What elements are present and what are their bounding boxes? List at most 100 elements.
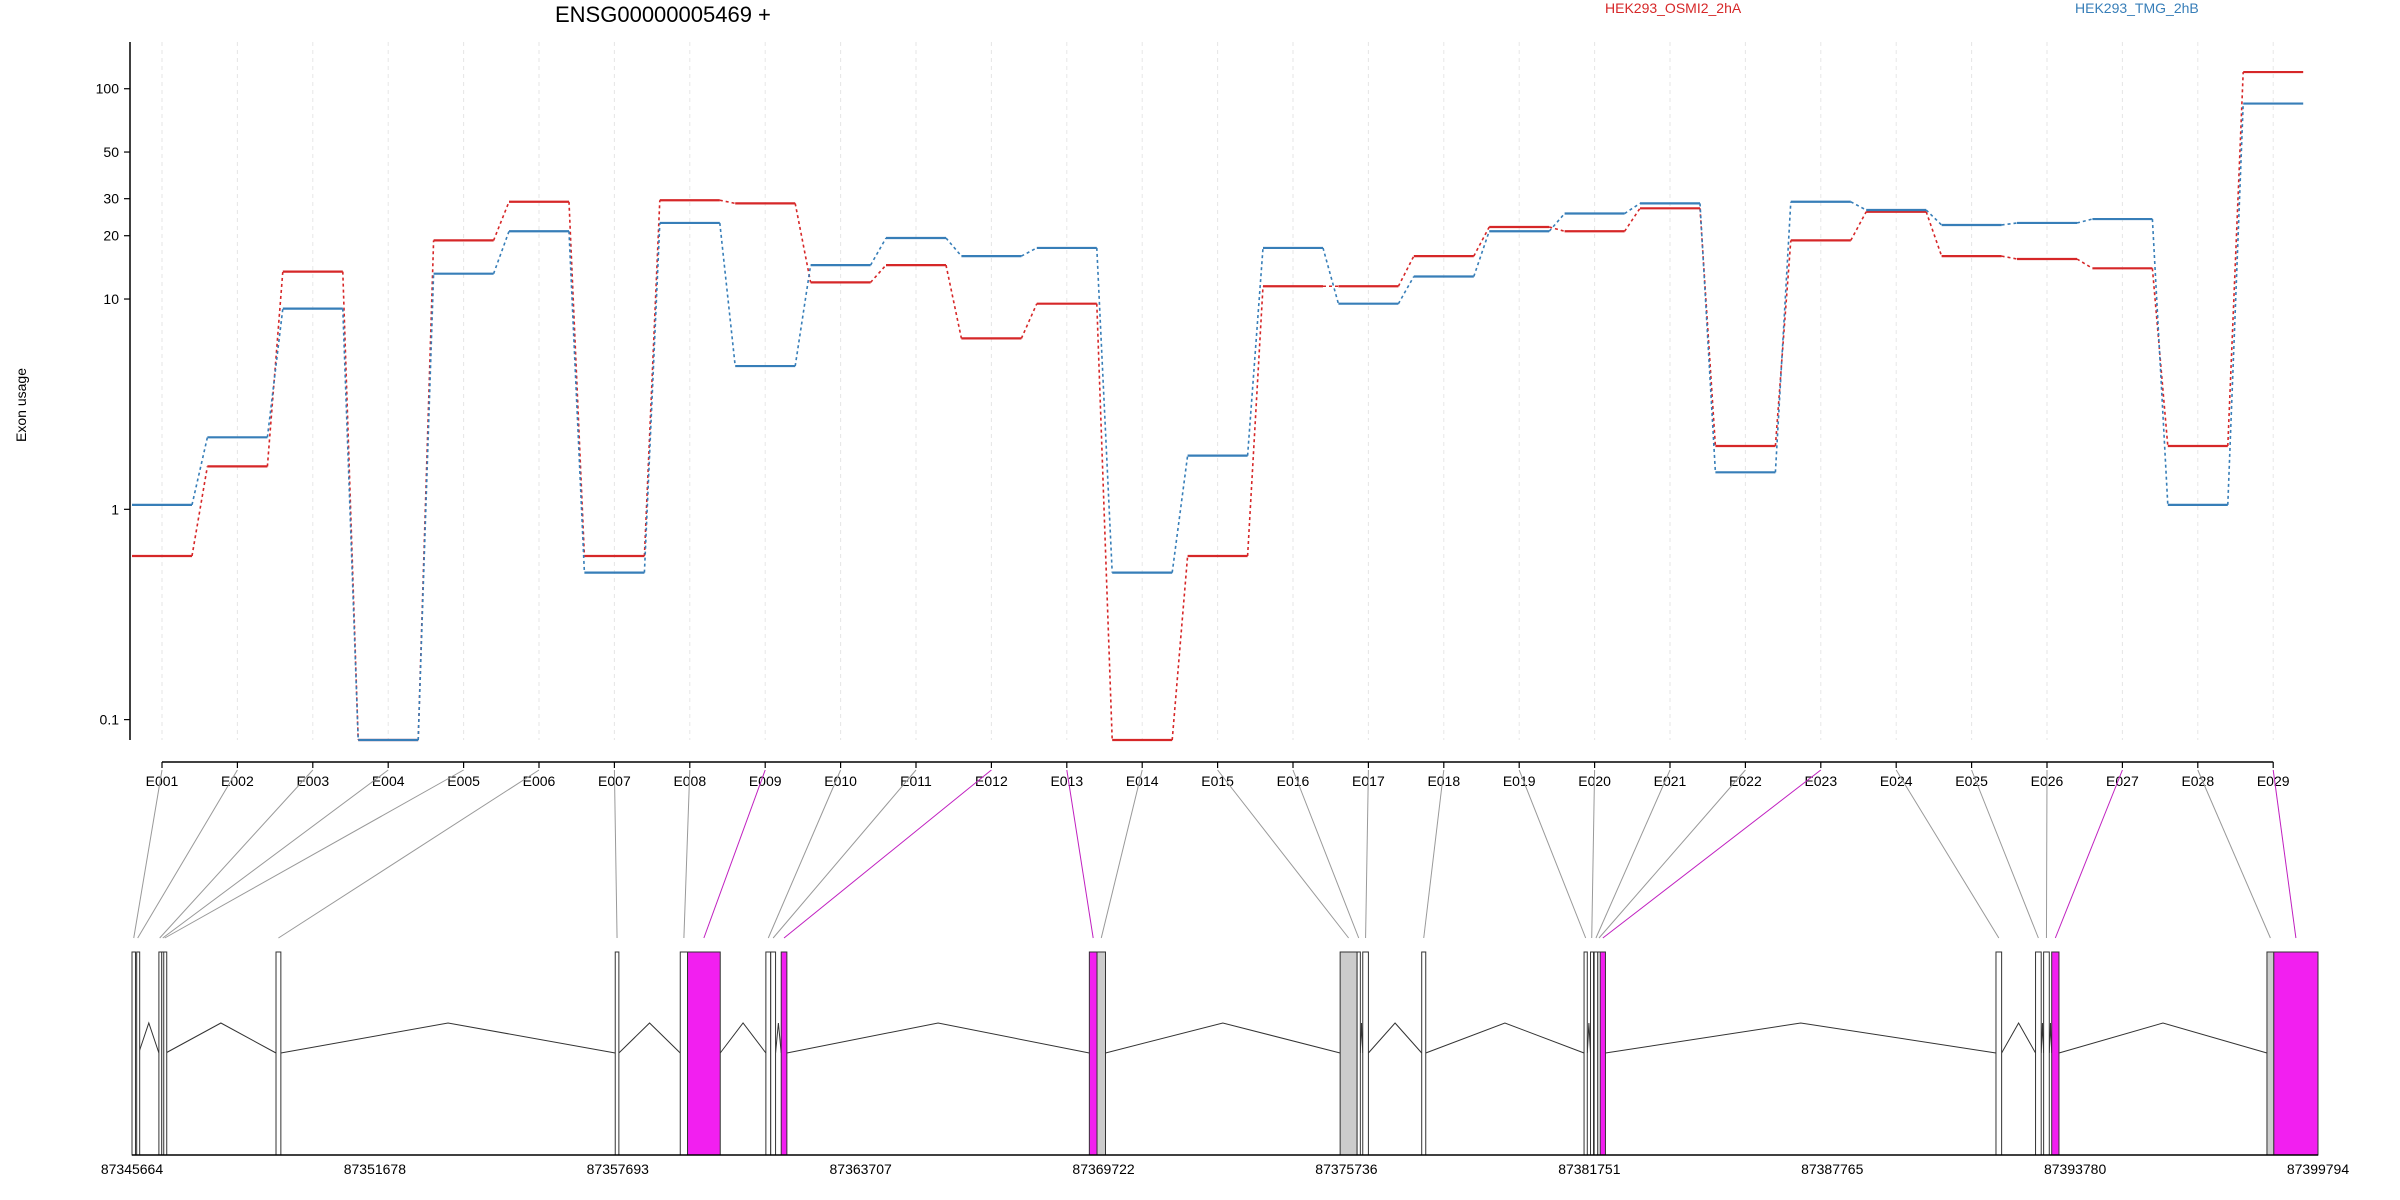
connector-segment [342, 271, 359, 741]
link-E008 [683, 769, 691, 939]
coordinate-tick-label: 87387765 [1801, 1161, 1864, 1177]
intron-E018-E019 [1425, 1022, 1585, 1054]
x-tick-label: E006 [523, 773, 556, 789]
connector-segment [1322, 247, 1340, 304]
connector-segment [1021, 247, 1038, 257]
exon-box-E024 [1995, 951, 2003, 1156]
link-E009 [703, 769, 766, 939]
exon-box-E001 [131, 951, 136, 1156]
x-tick-label: E010 [824, 773, 857, 789]
coordinate-tick-label: 87381751 [1558, 1161, 1621, 1177]
connector-segment [1171, 455, 1189, 573]
intron-E027-E028 [2058, 1022, 2268, 1054]
link-E016 [1292, 769, 1360, 939]
x-tick-label: E012 [975, 773, 1008, 789]
exon-box-E027 [2051, 951, 2060, 1156]
intron-E011-E012 [775, 1022, 782, 1054]
link-E023 [1602, 769, 1822, 939]
connector-segment [568, 231, 586, 573]
link-E026 [2045, 769, 2048, 939]
intron-E012-E013 [786, 1022, 1090, 1054]
x-tick-label: E014 [1126, 773, 1159, 789]
series-lines [132, 70, 2304, 742]
connector-segment [719, 222, 736, 367]
coordinate-tick-label: 87369722 [1072, 1161, 1135, 1177]
exon-box-E026 [2043, 951, 2050, 1156]
connector-segment [417, 240, 435, 741]
connector-segment [1925, 211, 1943, 257]
connector-segment [1096, 247, 1113, 573]
exon-box-E019 [1583, 951, 1588, 1156]
connector-segment [266, 308, 284, 438]
connector-segment [945, 264, 963, 339]
x-tick-label: E016 [1277, 773, 1310, 789]
link-E012 [783, 769, 992, 939]
x-tick-label: E029 [2257, 773, 2290, 789]
link-E002 [137, 769, 238, 939]
connector-segment [1171, 555, 1189, 741]
axes: 0.1 1 10 20 30 50 100 E001 E002 E003 E004 E005 E006 E… [96, 42, 2290, 789]
coordinate-tick-label: 87351678 [344, 1161, 407, 1177]
connector-segment [2227, 72, 2244, 447]
exon-box-E014 [1096, 951, 1107, 1156]
x-tick-label: E024 [1880, 773, 1913, 789]
connector-segment [869, 237, 887, 266]
coordinate-tick-label: 87393780 [2044, 1161, 2107, 1177]
link-E029 [2272, 769, 2297, 939]
y-tick-label: 10 [103, 291, 119, 307]
exon-box-E005 [163, 951, 168, 1156]
intron-E023-E024 [1605, 1022, 1997, 1054]
series-1 [132, 70, 2304, 742]
exon-box-E011 [770, 951, 777, 1156]
connector-segment [1699, 208, 1717, 447]
legend-entry-series-1: HEK293_OSMI2_2hA [1605, 0, 1742, 16]
intron-E006-E007 [280, 1022, 616, 1054]
link-E006 [278, 769, 540, 939]
connector-segment [870, 264, 887, 283]
link-E022 [1598, 769, 1746, 939]
connector-segment [492, 230, 510, 274]
exon-box-E008 [679, 951, 689, 1156]
x-tick-label: E028 [2181, 773, 2214, 789]
exon-box-E025 [2035, 951, 2042, 1156]
exon-box-E012 [780, 951, 788, 1156]
connector-segment [1548, 226, 1565, 233]
y-tick-label: 30 [103, 191, 119, 207]
connector-segment [2001, 222, 2018, 226]
link-E017 [1365, 769, 1369, 939]
coordinate-tick-label: 87363707 [830, 1161, 893, 1177]
link-E014 [1100, 769, 1143, 939]
y-tick-label: 20 [103, 228, 119, 244]
connector-segment [1624, 202, 1641, 215]
vertical-gridlines [161, 42, 2274, 740]
y-tick-label: 50 [103, 144, 119, 160]
connector-segment [568, 201, 586, 557]
coordinate-tick-label: 87345664 [101, 1161, 164, 1177]
connector-segment [643, 200, 661, 557]
intron-E024-E025 [2001, 1021, 2036, 1054]
intron-E005-E006 [165, 1022, 277, 1054]
intron-E002-E003 [138, 1021, 160, 1054]
legend-entry-series-2: HEK293_TMG_2hB [2075, 0, 2199, 16]
connector-segment [492, 201, 510, 241]
connector-segment [1397, 276, 1415, 305]
exon-box-E016 [1356, 951, 1361, 1156]
connector-segment [1623, 207, 1641, 232]
link-E001 [133, 769, 163, 939]
connector-segment [1246, 247, 1264, 456]
connector-segment [1096, 303, 1113, 741]
exon-box-E017 [1362, 951, 1369, 1156]
link-E020 [1591, 769, 1596, 939]
connector-segment [1850, 201, 1867, 211]
y-tick-label: 0.1 [100, 712, 120, 728]
intron-E009-E010 [719, 1022, 767, 1054]
link-E004 [162, 769, 389, 939]
connector-segment [191, 466, 209, 557]
y-axis-label: Exon usage [13, 368, 29, 442]
connector-segment [1548, 213, 1566, 232]
connector-segment [2151, 219, 2169, 505]
link-E015 [1217, 769, 1350, 939]
exon-link-lines [133, 769, 2297, 939]
x-tick-label: E004 [372, 773, 405, 789]
